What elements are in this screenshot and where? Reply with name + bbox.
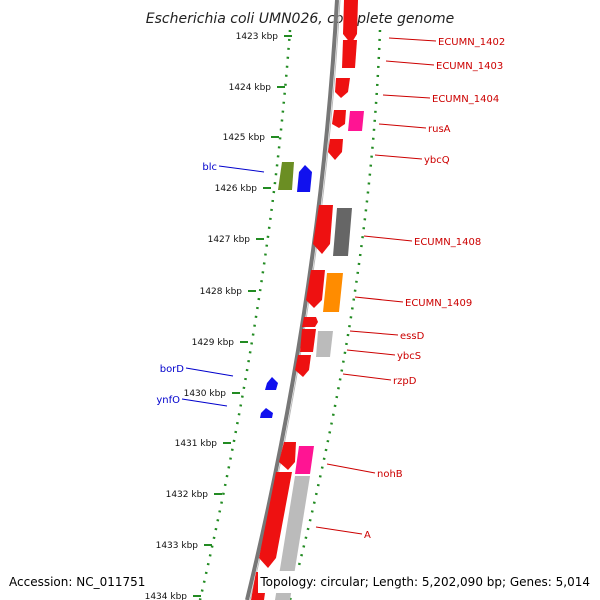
tick-label: 1423 kbp <box>236 32 279 42</box>
left-label-group: blc borD ynfO <box>156 162 265 407</box>
gene-feature[interactable] <box>275 476 310 600</box>
gene-label[interactable]: nohB <box>377 469 403 480</box>
label-leader-line <box>354 296 404 303</box>
gene-label[interactable]: essD <box>400 331 425 342</box>
gene-label[interactable]: rusA <box>428 124 451 135</box>
gene-feature[interactable] <box>260 408 273 418</box>
accession-text: Accession: NC_011751 <box>9 575 145 589</box>
genome-backbone <box>245 0 339 600</box>
tick-label: 1431 kbp <box>175 439 218 449</box>
label-leader-line <box>363 235 413 242</box>
label-leader-line <box>315 526 363 535</box>
label-leader-line <box>388 37 437 42</box>
gene-feature[interactable] <box>335 78 350 98</box>
gene-feature[interactable] <box>302 317 318 327</box>
label-leader-line <box>181 398 228 407</box>
gene-feature[interactable] <box>313 205 333 254</box>
gene-features <box>251 0 364 600</box>
label-leader-line <box>378 123 427 129</box>
gene-label[interactable]: ECUMN_1408 <box>414 237 481 248</box>
gene-feature[interactable] <box>342 40 357 68</box>
label-leader-line <box>326 463 376 474</box>
tick-label: 1434 kbp <box>145 592 188 600</box>
label-leader-line <box>342 373 392 381</box>
gene-label[interactable]: ECUMN_1409 <box>405 298 472 309</box>
label-leader-line <box>382 94 431 99</box>
gene-feature[interactable] <box>316 331 333 357</box>
gene-feature[interactable] <box>297 165 312 192</box>
gene-label[interactable]: rzpD <box>393 376 417 387</box>
tick-label: 1427 kbp <box>208 235 251 245</box>
tick-label: 1432 kbp <box>166 490 209 500</box>
gene-feature[interactable] <box>265 377 278 390</box>
gene-feature[interactable] <box>295 446 314 474</box>
gene-label[interactable]: ynfO <box>156 395 180 406</box>
tick-group: 1423 kbp 1424 kbp 1425 kbp 1426 kbp 1427 kbp… <box>145 32 292 600</box>
gene-label[interactable]: A <box>364 530 371 541</box>
gene-feature[interactable] <box>306 270 325 308</box>
gene-feature[interactable] <box>343 0 358 44</box>
tick-label: 1426 kbp <box>215 184 258 194</box>
tick-label: 1429 kbp <box>192 338 235 348</box>
gene-label[interactable]: ybcQ <box>424 155 450 166</box>
label-leader-line <box>374 154 423 160</box>
gene-label[interactable]: borD <box>160 364 185 375</box>
label-leader-line <box>385 60 435 66</box>
gene-label[interactable]: ECUMN_1404 <box>432 94 499 105</box>
label-leader-line <box>346 349 396 356</box>
gene-feature[interactable] <box>259 472 292 568</box>
footer-background-left <box>0 571 152 593</box>
gene-label[interactable]: ECUMN_1403 <box>436 61 503 72</box>
gene-feature[interactable] <box>348 111 364 131</box>
topology-text: Topology: circular; Length: 5,202,090 bp… <box>259 575 590 589</box>
outer-ring-dotted <box>288 29 382 600</box>
tick-label: 1428 kbp <box>200 287 243 297</box>
label-leader-line <box>218 165 265 173</box>
tick-label: 1424 kbp <box>229 83 272 93</box>
tick-label: 1425 kbp <box>223 133 266 143</box>
footer-background-right <box>258 571 600 593</box>
right-label-group: ECUMN_1402 ECUMN_1403 ECUMN_1404 rusA ybcQ EC… <box>315 37 505 541</box>
inner-ring-dotted <box>198 29 292 600</box>
label-leader-line <box>185 367 234 377</box>
gene-feature[interactable] <box>295 355 311 377</box>
gene-label[interactable]: ECUMN_1402 <box>438 37 505 48</box>
label-leader-line <box>349 330 399 336</box>
gene-feature[interactable] <box>279 442 296 470</box>
gene-label[interactable]: blc <box>202 162 217 173</box>
tick-label: 1433 kbp <box>156 541 199 551</box>
gene-feature[interactable] <box>333 208 352 256</box>
gene-feature[interactable] <box>332 110 346 128</box>
gene-feature[interactable] <box>323 273 343 312</box>
gene-feature[interactable] <box>278 162 294 190</box>
tick-label: 1430 kbp <box>184 389 227 399</box>
map-title: Escherichia coli UMN026, complete genome <box>146 11 454 27</box>
gene-label[interactable]: ybcS <box>397 351 421 362</box>
gene-feature[interactable] <box>300 329 316 352</box>
gene-feature[interactable] <box>328 139 343 160</box>
